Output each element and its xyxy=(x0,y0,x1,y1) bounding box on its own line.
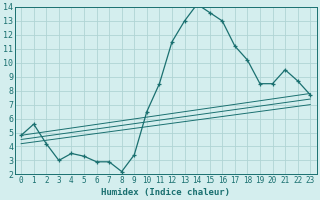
X-axis label: Humidex (Indice chaleur): Humidex (Indice chaleur) xyxy=(101,188,230,197)
